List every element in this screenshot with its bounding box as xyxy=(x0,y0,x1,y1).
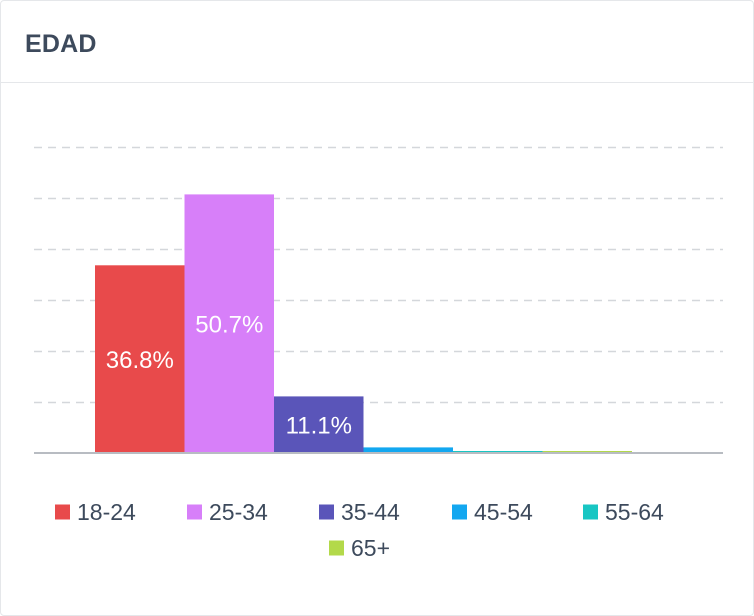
legend-label: 65+ xyxy=(351,535,390,561)
legend-swatch xyxy=(55,504,70,520)
data-label-25-34: 50.7% xyxy=(195,312,263,339)
legend-swatch xyxy=(187,504,202,520)
legend-item-45-54[interactable]: 45-54 xyxy=(452,499,533,525)
bar-35-44[interactable] xyxy=(274,396,364,453)
legend: 18-24 25-34 35-44 45-54 55-64 65+ xyxy=(55,499,664,561)
legend-label: 25-34 xyxy=(209,499,268,525)
bar-18-24[interactable] xyxy=(95,265,185,453)
legend-item-25-34[interactable]: 25-34 xyxy=(187,499,268,525)
legend-swatch xyxy=(583,504,598,520)
legend-label: 35-44 xyxy=(341,499,400,525)
legend-label: 55-64 xyxy=(605,499,664,525)
legend-item-65+[interactable]: 65+ xyxy=(329,535,390,561)
card-title: EDAD xyxy=(25,30,97,58)
bars xyxy=(95,194,632,453)
legend-swatch xyxy=(319,504,334,520)
data-label-18-24: 36.8% xyxy=(106,347,174,374)
legend-item-55-64[interactable]: 55-64 xyxy=(583,499,664,525)
bar-25-34[interactable] xyxy=(184,194,275,453)
card-header: EDAD xyxy=(1,1,753,83)
data-label-35-44: 11.1% xyxy=(286,413,352,440)
legend-item-18-24[interactable]: 18-24 xyxy=(55,499,136,525)
legend-label: 18-24 xyxy=(77,499,136,525)
legend-swatch xyxy=(329,540,344,556)
data-labels: 36.8% 50.7% 11.1% xyxy=(106,312,352,440)
legend-label: 45-54 xyxy=(474,499,533,525)
legend-item-35-44[interactable]: 35-44 xyxy=(319,499,400,525)
legend-swatch xyxy=(452,504,467,520)
bar-45-54[interactable] xyxy=(363,447,454,453)
